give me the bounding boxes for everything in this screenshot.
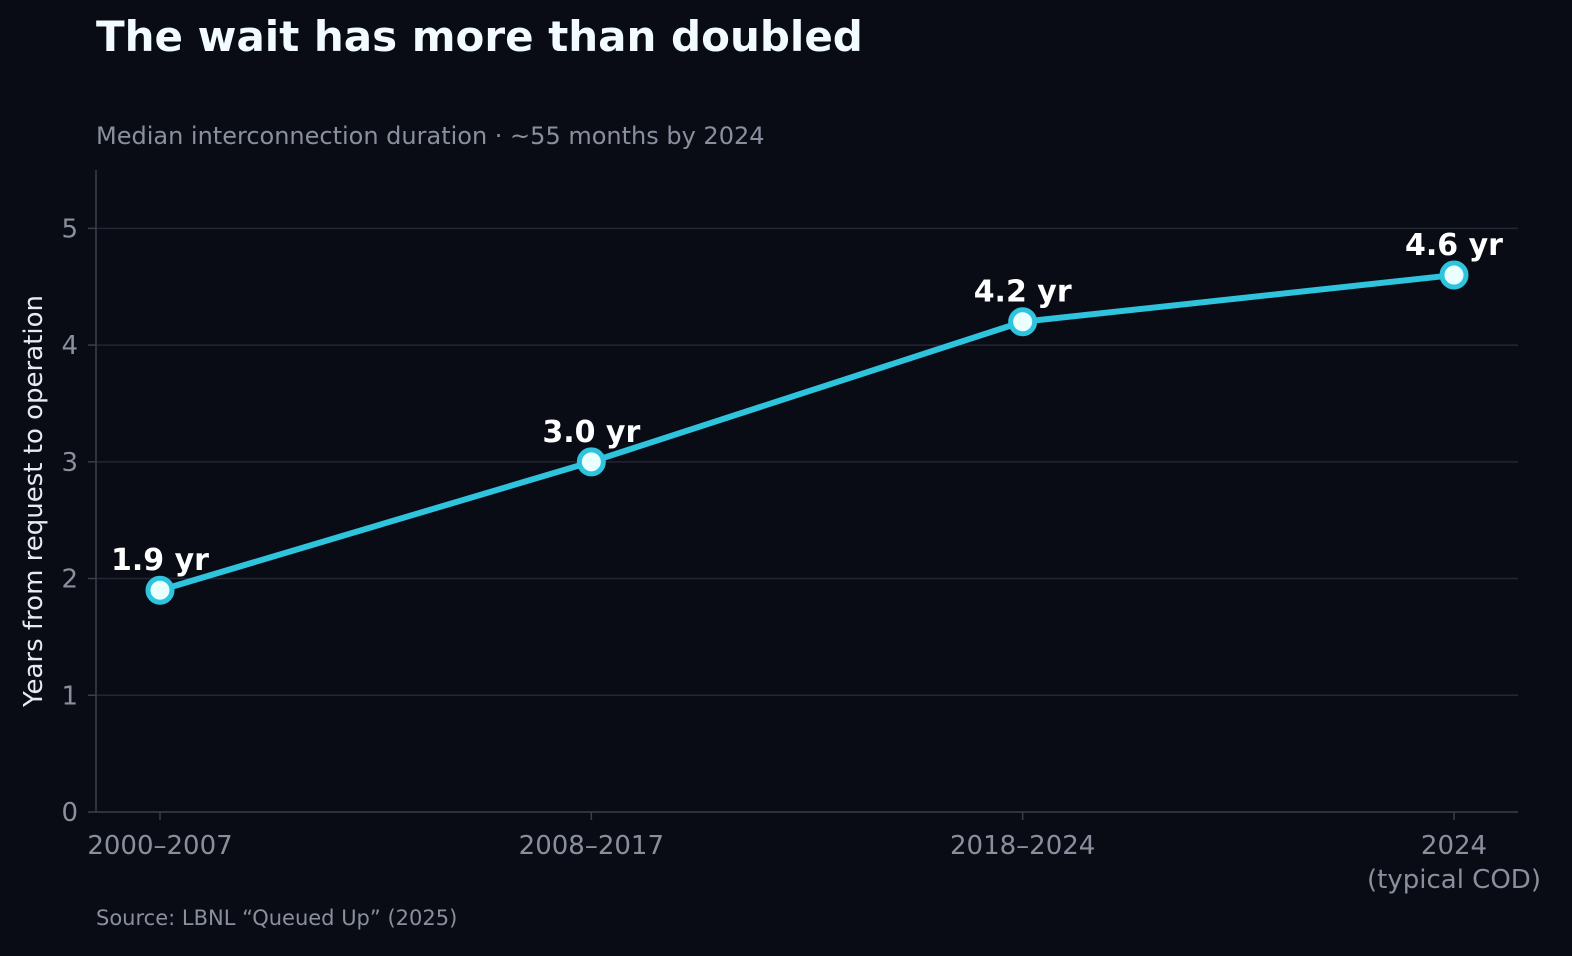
y-tick-label-3: 3 (61, 448, 78, 478)
axes (88, 170, 1518, 820)
grid-lines (96, 227, 1518, 697)
x-tick-label-line: (typical COD) (1367, 865, 1541, 895)
source-note: Source: LBNL “Queued Up” (2025) (96, 906, 458, 930)
y-tick-label-0: 0 (61, 798, 78, 828)
data-point-3 (1439, 260, 1469, 290)
y-tick-label-4: 4 (61, 331, 78, 361)
data-series (145, 260, 1469, 605)
x-tick-label-line: 2024 (1421, 831, 1487, 861)
x-tick-label-1: 2008–2017 (519, 831, 664, 861)
data-label-0: 1.9 yr (111, 543, 209, 578)
data-point-1 (576, 447, 606, 477)
data-point-2 (1008, 307, 1038, 337)
data-labels: 1.9 yr 3.0 yr 4.2 yr 4.6 yr (111, 228, 1503, 578)
y-tick-label-5: 5 (61, 214, 78, 244)
tick-labels: 0 1 2 3 4 5 Years from request to operation 200… (19, 214, 1541, 895)
data-label-1: 3.0 yr (542, 415, 640, 450)
y-tick-label-1: 1 (61, 681, 78, 711)
x-tick-label-line: 2000–2007 (87, 831, 232, 861)
chart-subtitle: Median interconnection duration · ~55 mo… (96, 122, 765, 150)
chart-title: The wait has more than doubled (96, 12, 863, 61)
x-tick-label-line: 2018–2024 (950, 831, 1095, 861)
data-label-2: 4.2 yr (974, 275, 1072, 310)
series-line (157, 272, 1457, 594)
y-tick-label-2: 2 (61, 565, 78, 595)
data-label-3: 4.6 yr (1405, 228, 1503, 263)
data-point-0 (145, 575, 175, 605)
x-tick-label-0: 2000–2007 (87, 831, 232, 861)
x-tick-label-3: 2024 (typical COD) (1367, 831, 1541, 895)
x-tick-label-line: 2008–2017 (519, 831, 664, 861)
y-axis-title: Years from request to operation (19, 295, 49, 708)
x-tick-label-2: 2018–2024 (950, 831, 1095, 861)
